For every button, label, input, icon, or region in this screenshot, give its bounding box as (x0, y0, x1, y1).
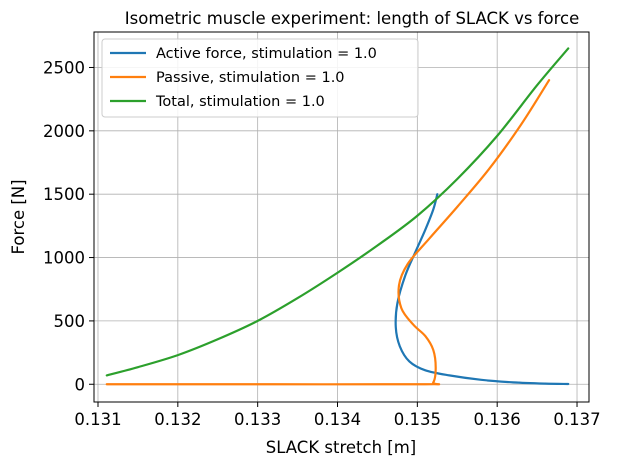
series-line-passive (105, 79, 551, 386)
legend-label-total: Total, stimulation = 1.0 (155, 94, 325, 110)
legend-box (101, 38, 419, 118)
y-axis-ticks: 0 500 1000 1500 2000 2500 (43, 58, 94, 394)
legend: Active force, stimulation = 1.0 Passive,… (101, 38, 419, 118)
x-tick-label: 0.136 (474, 410, 521, 429)
x-axis-ticks: 0.131 0.132 0.133 0.134 0.135 0.136 0.137 (74, 402, 601, 429)
x-axis-label: SLACK stretch [m] (266, 438, 416, 457)
x-tick-label: 0.134 (314, 410, 361, 429)
x-tick-label: 0.132 (154, 410, 201, 429)
plot-frame (93, 31, 590, 403)
legend-label-passive: Passive, stimulation = 1.0 (156, 70, 345, 86)
chart-title: Isometric muscle experiment: length of S… (125, 9, 579, 28)
x-tick-label: 0.131 (74, 410, 121, 429)
x-tick-label: 0.133 (234, 410, 281, 429)
y-tick-label: 0 (75, 375, 86, 394)
y-tick-label: 500 (54, 312, 86, 331)
y-tick-label: 2000 (43, 122, 85, 141)
series-line-total (105, 47, 570, 377)
y-tick-label: 1000 (43, 249, 85, 268)
series-line-active-force (394, 193, 570, 386)
x-tick-label: 0.135 (394, 410, 441, 429)
y-tick-label: 2500 (43, 58, 85, 77)
y-tick-label: 1500 (43, 185, 85, 204)
x-tick-label: 0.137 (553, 410, 600, 429)
series-layer (105, 47, 570, 386)
y-axis-label: Force [N] (9, 179, 28, 254)
legend-label-active: Active force, stimulation = 1.0 (156, 46, 377, 62)
